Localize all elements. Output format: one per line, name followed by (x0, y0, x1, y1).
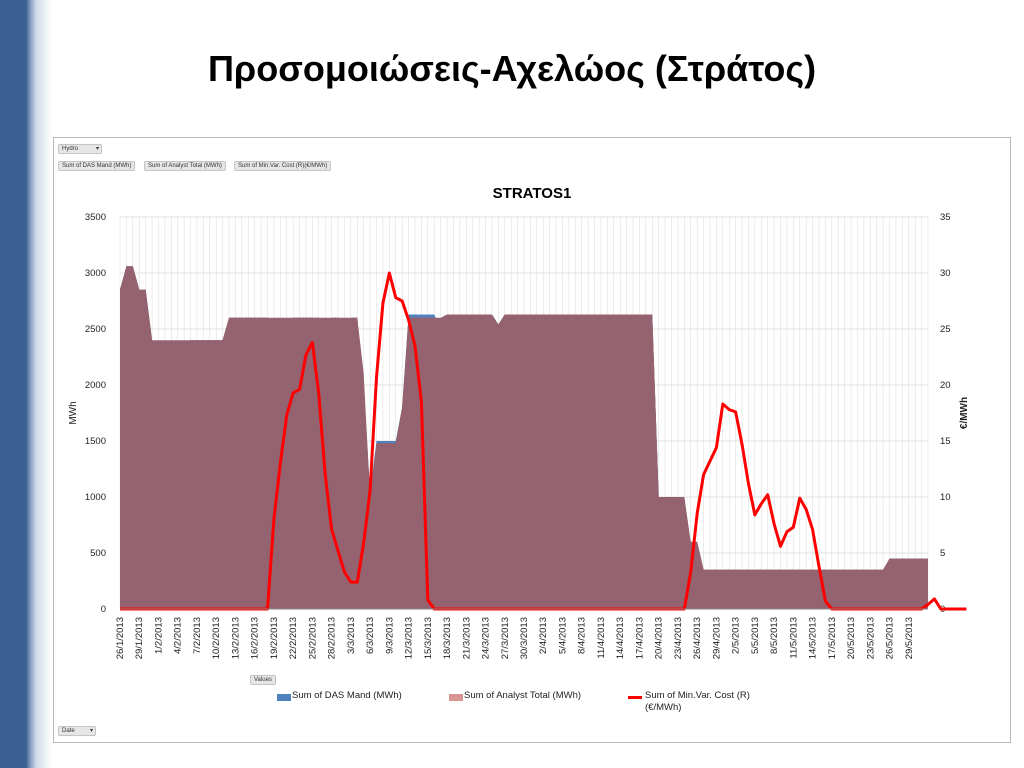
y2-tick-label: 10 (940, 492, 951, 503)
x-tick-label: 8/5/2013 (769, 617, 780, 654)
x-tick-label: 26/1/2013 (115, 617, 126, 659)
x-tick-label: 26/4/2013 (692, 617, 703, 659)
x-tick-label: 30/3/2013 (519, 617, 530, 659)
x-tick-label: 8/4/2013 (577, 617, 588, 654)
x-tick-label: 29/4/2013 (711, 617, 722, 659)
chart-title: STRATOS1 (492, 185, 572, 202)
x-tick-label: 12/3/2013 (404, 617, 415, 659)
chart-plot: 0500100015002000250030003500051015202530… (68, 212, 970, 659)
x-tick-label: 28/2/2013 (327, 617, 338, 659)
slide-title: Προσομοιώσεις-Αχελώος (Στράτος) (207, 48, 817, 89)
axis-dropdown-icon: ▾ (89, 728, 93, 734)
x-tick-label: 27/3/2013 (500, 617, 511, 659)
x-tick-label: 25/2/2013 (307, 617, 318, 659)
pivot-values-button[interactable]: Values (250, 675, 276, 685)
x-tick-label: 29/1/2013 (134, 617, 145, 659)
y2-tick-label: 5 (940, 548, 945, 559)
y-tick-label: 0 (101, 604, 106, 615)
legend-swatch-das (277, 694, 291, 701)
x-tick-label: 29/5/2013 (904, 617, 915, 659)
chart-frame: Hydro ▾ Sum of DAS Mand (MWh) Sum of Ana… (53, 137, 1011, 743)
x-tick-label: 1/2/2013 (153, 617, 164, 654)
y-tick-label: 2500 (85, 324, 106, 335)
pivot-axis-button-date[interactable]: Date ▾ (58, 726, 96, 736)
x-tick-label: 22/2/2013 (288, 617, 299, 659)
x-tick-label: 26/5/2013 (885, 617, 896, 659)
x-tick-label: 3/3/2013 (346, 617, 357, 654)
y-tick-label: 1500 (85, 436, 106, 447)
x-tick-label: 16/2/2013 (250, 617, 261, 659)
x-tick-label: 20/4/2013 (654, 617, 665, 659)
x-tick-label: 23/4/2013 (673, 617, 684, 659)
y-axis-title: MWh (68, 401, 79, 424)
x-tick-label: 17/4/2013 (634, 617, 645, 659)
x-tick-label: 23/5/2013 (865, 617, 876, 659)
x-tick-label: 9/3/2013 (384, 617, 395, 654)
y-tick-label: 1000 (85, 492, 106, 503)
x-tick-label: 11/5/2013 (788, 617, 799, 659)
pivot-value-button-das[interactable]: Sum of DAS Mand (MWh) (58, 161, 136, 171)
x-tick-label: 19/2/2013 (269, 617, 280, 659)
y-tick-label: 3000 (85, 268, 106, 279)
pivot-value-button-analyst[interactable]: Sum of Analyst Total (MWh) (144, 161, 226, 171)
x-tick-label: 20/5/2013 (846, 617, 857, 659)
pivot-filter-button-hydro[interactable]: Hydro ▾ (58, 144, 102, 154)
y2-tick-label: 20 (940, 380, 951, 391)
x-tick-label: 18/3/2013 (442, 617, 453, 659)
x-tick-label: 2/5/2013 (731, 617, 742, 654)
y2-axis-title: €/MWh (959, 397, 970, 429)
legend-swatch-cost (628, 696, 642, 699)
x-tick-label: 17/5/2013 (827, 617, 838, 659)
x-tick-label: 14/5/2013 (808, 617, 819, 659)
y2-tick-label: 35 (940, 212, 951, 223)
filter-button-label: Hydro (62, 146, 79, 152)
x-tick-label: 15/3/2013 (423, 617, 434, 659)
filter-dropdown-icon: ▾ (95, 146, 99, 152)
x-tick-label: 2/4/2013 (538, 617, 549, 654)
legend-label-das: Sum of DAS Mand (MWh) (292, 690, 402, 701)
y2-tick-label: 15 (940, 436, 951, 447)
x-tick-label: 5/4/2013 (557, 617, 568, 654)
x-tick-label: 4/2/2013 (173, 617, 184, 654)
x-tick-label: 21/3/2013 (461, 617, 472, 659)
y2-tick-label: 25 (940, 324, 951, 335)
x-tick-label: 10/2/2013 (211, 617, 222, 659)
x-tick-label: 11/4/2013 (596, 617, 607, 659)
x-tick-label: 13/2/2013 (230, 617, 241, 659)
axis-button-label: Date (62, 728, 75, 734)
x-tick-label: 6/3/2013 (365, 617, 376, 654)
legend-label-cost: Sum of Min.Var. Cost (R) (€/MWh) (645, 690, 750, 713)
y-tick-label: 2000 (85, 380, 106, 391)
slide-side-bar (0, 0, 52, 768)
pivot-value-button-cost[interactable]: Sum of Min.Var. Cost (R)(€/MWh) (234, 161, 332, 171)
y-tick-label: 500 (90, 548, 106, 559)
y-tick-label: 3500 (85, 212, 106, 223)
x-tick-label: 7/2/2013 (192, 617, 203, 654)
x-tick-label: 24/3/2013 (481, 617, 492, 659)
legend-label-analyst: Sum of Analyst Total (MWh) (464, 690, 582, 701)
x-tick-label: 5/5/2013 (750, 617, 761, 654)
legend-swatch-analyst (449, 694, 463, 701)
area-series-overlap (120, 266, 928, 609)
y2-tick-label: 30 (940, 268, 951, 279)
x-tick-label: 14/4/2013 (615, 617, 626, 659)
